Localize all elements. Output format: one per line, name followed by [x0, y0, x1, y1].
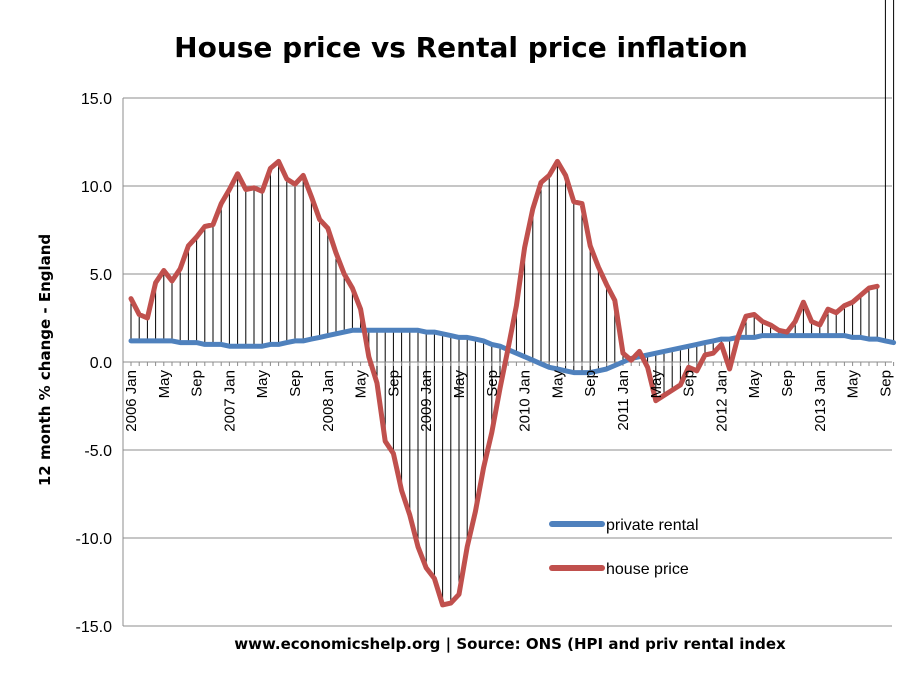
- y-tick-label: 10.0: [81, 179, 112, 196]
- y-tick-label: -15.0: [76, 619, 113, 636]
- x-tick-label: May: [451, 370, 468, 399]
- series-line-private-rental: [128, 327, 897, 376]
- x-tick-label: Sep: [582, 370, 599, 397]
- x-tick-label: 2006 Jan: [123, 370, 140, 432]
- x-tick-label: 2011 Jan: [615, 370, 632, 431]
- x-tick-label: Sep: [287, 370, 304, 397]
- x-tick-label: May: [156, 370, 173, 399]
- y-tick-label: 5.0: [90, 267, 112, 284]
- chart-title: House price vs Rental price inflation: [174, 31, 748, 64]
- x-axis-label: www.economicshelp.org | Source: ONS (HPI…: [234, 635, 786, 654]
- series-line-house-price: [128, 158, 880, 608]
- x-axis: [123, 361, 895, 366]
- x-tick-label: 2010 Jan: [517, 370, 534, 432]
- x-tick-label: May: [254, 370, 271, 399]
- x-tick-label: Sep: [877, 370, 894, 397]
- x-tick-label: May: [549, 370, 566, 399]
- y-tick-label: -5.0: [84, 443, 112, 460]
- x-tick-label: May: [746, 370, 763, 399]
- series-lines: [128, 158, 897, 608]
- y-tick-label: 0.0: [90, 355, 112, 372]
- x-tick-label: Sep: [484, 370, 501, 397]
- x-tick-label: May: [845, 370, 862, 399]
- x-tick-label: Sep: [189, 370, 206, 397]
- x-tick-label: May: [648, 370, 665, 399]
- y-axis-ticks: -15.0 -10.0 -5.0 0.0 5.0 10.0 15.0: [76, 91, 113, 636]
- x-tick-label: Sep: [681, 370, 698, 397]
- y-axis-label: 12 month % change - England: [36, 234, 54, 486]
- drop-lines: [130, 0, 895, 605]
- x-tick-label: 2008 Jan: [320, 370, 337, 432]
- x-tick-label: May: [353, 370, 370, 399]
- x-tick-label: 2009 Jan: [418, 370, 435, 432]
- legend: private rental house price: [549, 517, 699, 578]
- x-tick-label: 2007 Jan: [221, 370, 238, 432]
- y-tick-label: 15.0: [81, 91, 112, 108]
- x-tick-label: 2013 Jan: [812, 370, 829, 432]
- x-axis-ticks: 2006 Jan May Sep 2007 Jan May Sep 2008 Jan May S…: [123, 370, 894, 432]
- y-tick-label: -10.0: [76, 531, 113, 548]
- x-tick-label: 2012 Jan: [713, 370, 730, 432]
- legend-label-private-rental: private rental: [606, 517, 699, 534]
- x-tick-label: Sep: [779, 370, 796, 397]
- legend-label-house-price: house price: [606, 561, 689, 578]
- x-tick-label: Sep: [385, 370, 402, 397]
